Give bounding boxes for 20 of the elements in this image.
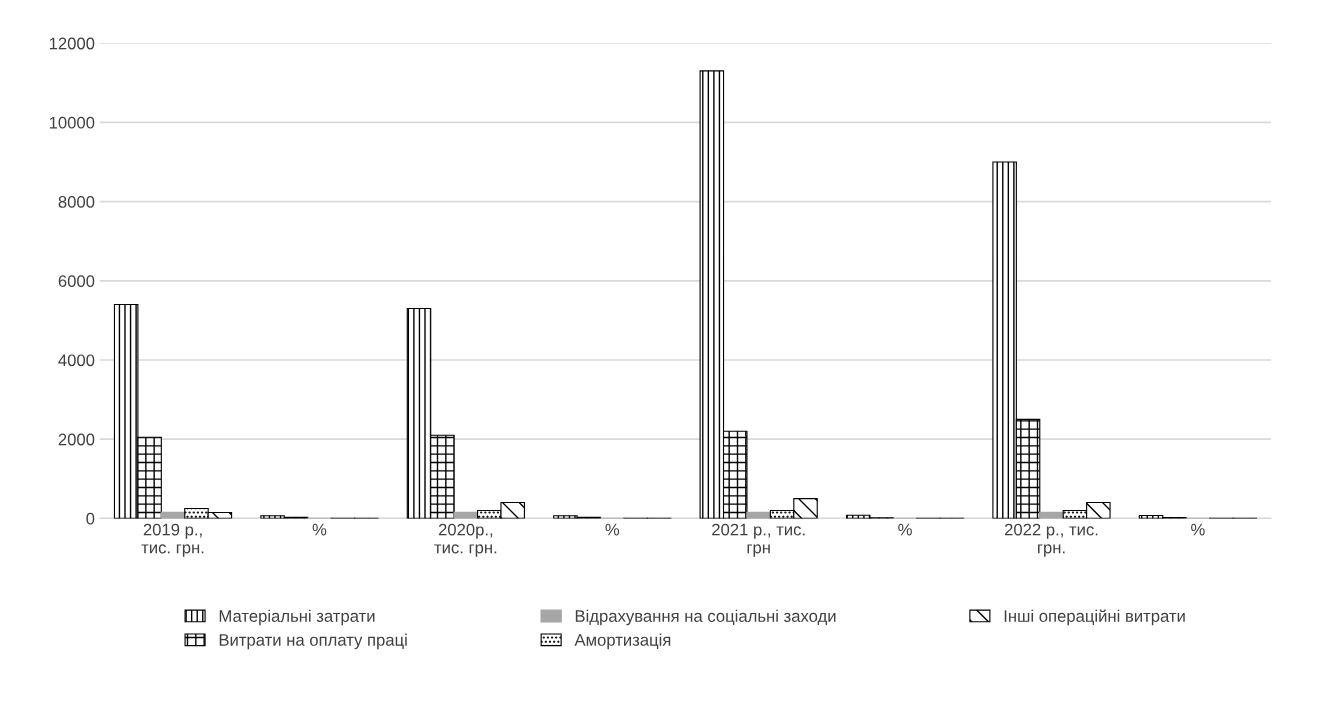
y-tick-label: 8000 — [58, 196, 95, 208]
legend-label: Амортизація — [574, 633, 671, 650]
legend-label: Матеріальні затрати — [219, 609, 375, 626]
x-tick-label: 2019 р., тис. грн. — [141, 523, 204, 557]
y-tick-label: 2000 — [58, 433, 95, 446]
y-tick-label: 12000 — [49, 37, 95, 50]
x-tick-label: % — [898, 523, 912, 536]
x-tick-label: 2022 р., тис. грн. — [1004, 523, 1098, 557]
y-tick-label: 10000 — [49, 116, 95, 129]
y-tick-label: 4000 — [58, 354, 95, 367]
legend-label: Інші операційні витрати — [1004, 609, 1185, 626]
x-tick-label: % — [1191, 523, 1205, 536]
x-tick-label: 2020р., тис. грн. — [434, 523, 497, 557]
y-tick-label: 6000 — [58, 275, 95, 287]
legend-label: Витрати на оплату праці — [219, 633, 407, 650]
x-tick-label: % — [312, 523, 327, 536]
x-tick-label: 2021 р., тис. грн — [712, 523, 805, 557]
y-tick-label: 0 — [86, 512, 95, 525]
x-tick-label: % — [605, 523, 620, 536]
legend-label: Відрахування на соціальні заходи — [575, 609, 836, 626]
